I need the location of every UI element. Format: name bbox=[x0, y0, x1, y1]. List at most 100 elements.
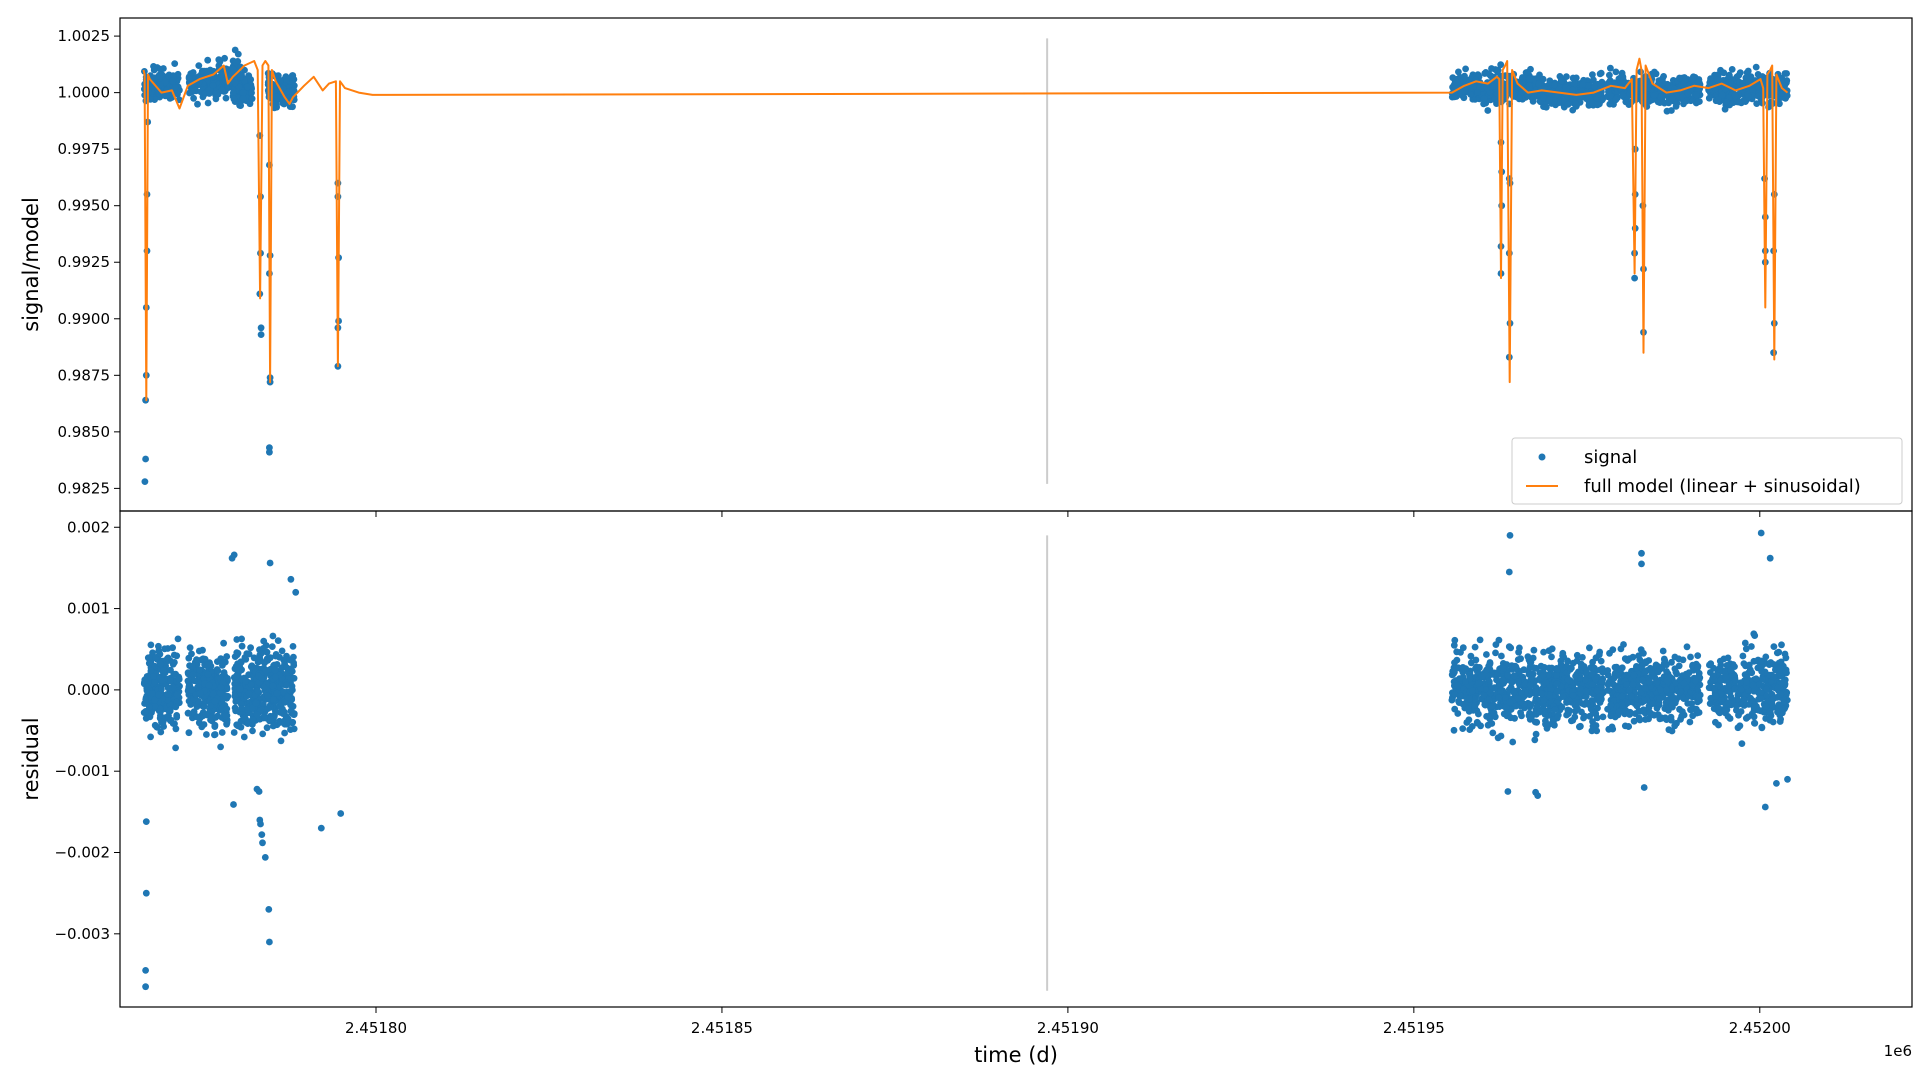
data-point bbox=[1483, 84, 1491, 92]
data-point bbox=[1542, 679, 1550, 686]
data-point bbox=[1607, 701, 1615, 709]
data-point bbox=[1506, 532, 1514, 539]
data-point bbox=[239, 95, 247, 102]
data-point bbox=[280, 100, 288, 108]
data-point bbox=[248, 95, 256, 103]
data-point bbox=[1628, 692, 1635, 700]
data-point bbox=[1712, 692, 1719, 700]
data-point bbox=[193, 656, 200, 663]
data-point bbox=[1759, 676, 1766, 683]
data-point bbox=[269, 722, 277, 730]
y-tick-label: 1.0000 bbox=[58, 84, 111, 102]
data-point bbox=[1781, 70, 1789, 77]
data-point bbox=[290, 87, 298, 94]
data-point bbox=[1724, 699, 1732, 707]
data-point bbox=[1686, 718, 1694, 726]
data-point bbox=[1676, 74, 1683, 82]
data-point bbox=[1710, 664, 1717, 672]
data-point bbox=[254, 687, 261, 695]
data-point bbox=[1461, 72, 1468, 80]
data-point bbox=[1468, 723, 1476, 730]
data-point bbox=[1451, 705, 1459, 713]
data-point bbox=[258, 675, 266, 682]
data-point bbox=[230, 729, 238, 736]
data-point bbox=[1472, 656, 1480, 664]
data-point bbox=[1617, 645, 1625, 653]
data-point bbox=[1527, 675, 1535, 683]
data-point bbox=[1722, 98, 1730, 106]
y-tick-label: 0.9950 bbox=[58, 197, 111, 215]
data-point bbox=[1588, 670, 1596, 678]
data-point bbox=[263, 648, 271, 656]
data-point bbox=[1782, 668, 1790, 675]
data-point bbox=[1735, 98, 1743, 106]
data-point bbox=[1633, 664, 1640, 672]
data-point bbox=[237, 73, 244, 81]
data-point bbox=[1689, 712, 1697, 720]
data-point bbox=[272, 651, 280, 658]
data-point bbox=[1497, 139, 1505, 146]
y-tick-label: −0.002 bbox=[54, 844, 110, 862]
data-point bbox=[1627, 86, 1635, 94]
data-point bbox=[1497, 687, 1504, 695]
data-point bbox=[1606, 71, 1613, 79]
data-point bbox=[1536, 708, 1543, 716]
data-point bbox=[1604, 686, 1612, 694]
data-point bbox=[1563, 73, 1570, 80]
data-point bbox=[1527, 701, 1535, 708]
data-point bbox=[1784, 775, 1791, 783]
data-point bbox=[1663, 677, 1671, 685]
data-point bbox=[1511, 662, 1519, 670]
data-point bbox=[1750, 713, 1758, 721]
data-point bbox=[1485, 70, 1493, 78]
data-point bbox=[1758, 657, 1765, 665]
data-point bbox=[1775, 648, 1783, 656]
data-point bbox=[1589, 658, 1596, 666]
data-point bbox=[257, 657, 265, 665]
data-point bbox=[1641, 685, 1649, 692]
data-point bbox=[1525, 75, 1533, 83]
data-point bbox=[1638, 560, 1645, 568]
data-point bbox=[1582, 676, 1589, 684]
data-point bbox=[1728, 66, 1736, 73]
data-point bbox=[1570, 80, 1578, 88]
data-point bbox=[1598, 678, 1606, 685]
data-point bbox=[1454, 682, 1462, 690]
data-point bbox=[1593, 687, 1601, 695]
data-point bbox=[223, 685, 231, 693]
data-point bbox=[1466, 695, 1473, 703]
data-point bbox=[269, 682, 277, 690]
data-point bbox=[1656, 715, 1664, 723]
data-point bbox=[222, 94, 230, 102]
data-point bbox=[1510, 672, 1518, 680]
data-point bbox=[1483, 713, 1490, 720]
data-point bbox=[279, 710, 287, 717]
data-point bbox=[142, 967, 150, 974]
data-point bbox=[1455, 68, 1462, 76]
data-point bbox=[196, 666, 203, 674]
data-point bbox=[1517, 655, 1524, 663]
data-point bbox=[1484, 721, 1492, 729]
data-point bbox=[1559, 693, 1567, 700]
data-point bbox=[1752, 675, 1760, 683]
data-point bbox=[260, 637, 268, 645]
data-point bbox=[1540, 696, 1548, 704]
data-point bbox=[220, 659, 228, 667]
data-point bbox=[1740, 696, 1748, 703]
data-point bbox=[171, 84, 179, 91]
data-point bbox=[1665, 706, 1672, 714]
x-tick-label: 2.45185 bbox=[691, 1019, 753, 1037]
data-point bbox=[142, 889, 150, 897]
data-point bbox=[1460, 94, 1468, 102]
data-point bbox=[1494, 66, 1502, 74]
data-point bbox=[334, 193, 342, 201]
data-point bbox=[1738, 740, 1746, 747]
data-point bbox=[1640, 784, 1648, 791]
data-point bbox=[1515, 648, 1522, 656]
y-tick-label: 0.001 bbox=[67, 600, 110, 618]
data-point bbox=[211, 731, 219, 738]
y-tick-label: −0.003 bbox=[54, 925, 110, 943]
data-point bbox=[1471, 701, 1479, 709]
data-point bbox=[288, 72, 296, 79]
data-point bbox=[1782, 654, 1790, 662]
